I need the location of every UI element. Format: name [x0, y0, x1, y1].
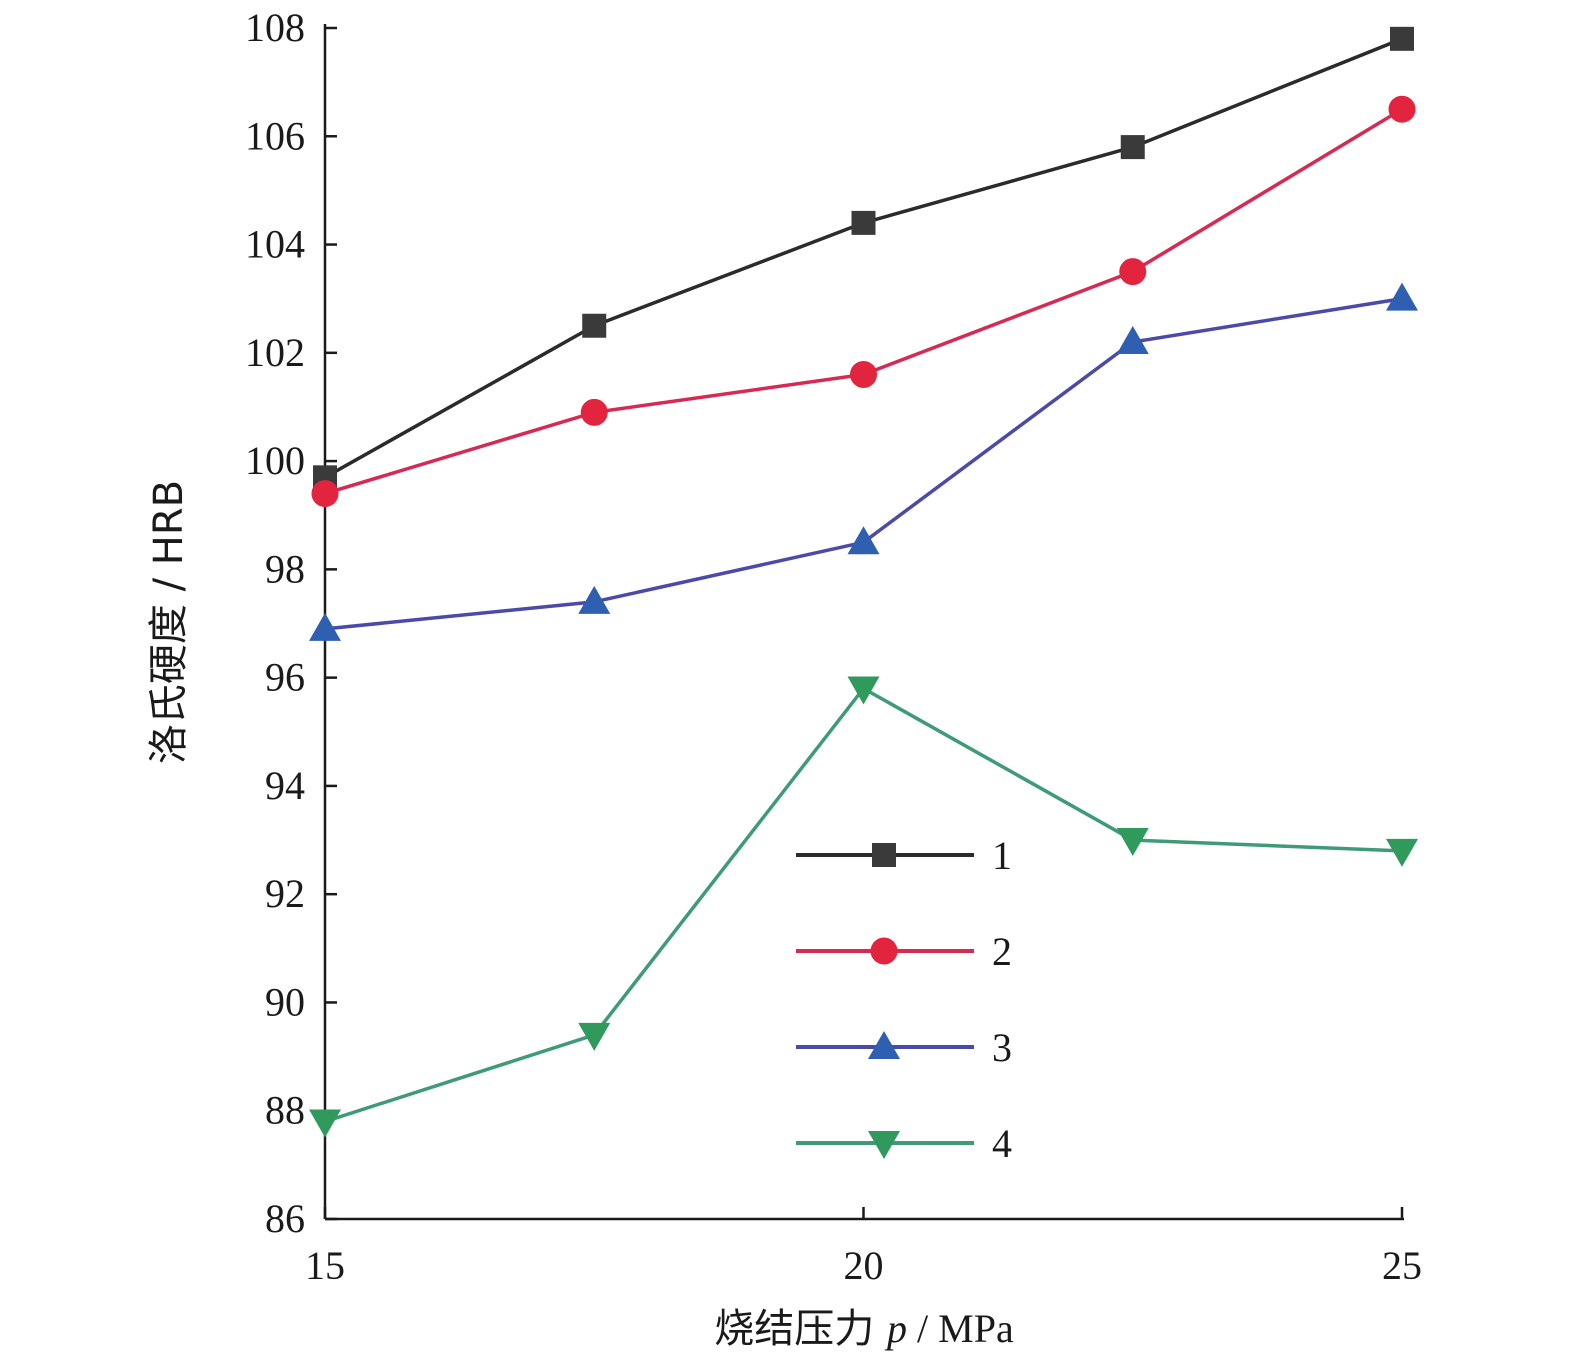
- series-4-point: [1116, 828, 1149, 857]
- series-2: [311, 95, 1416, 508]
- series-4-point: [309, 1109, 341, 1138]
- y-tick-label: 100: [245, 438, 305, 483]
- legend: 1 2 3 4: [796, 833, 1012, 1166]
- series-4-line: [324, 686, 1403, 1124]
- series-3-point: [847, 526, 880, 555]
- y-tick-label: 98: [265, 546, 305, 591]
- series-1: [313, 26, 1414, 490]
- series-layer: [309, 26, 1418, 1138]
- y-tick-label: 88: [265, 1088, 305, 1133]
- x-axis-title-variable: p: [884, 1306, 907, 1351]
- legend-swatch-marker: [868, 1031, 900, 1059]
- y-axis-title: 洛氏硬度 / HRB: [146, 480, 192, 764]
- legend-label: 2: [992, 929, 1012, 974]
- y-tick-label: 96: [265, 655, 305, 700]
- y-tick-label: 108: [245, 5, 305, 50]
- series-4-point: [1386, 838, 1418, 867]
- series-1-point: [1120, 135, 1145, 160]
- axes: 86 88 90 92 94 96 98 100 102 104 106 108 15 20 25: [245, 5, 1422, 1288]
- series-3-point: [1386, 282, 1418, 311]
- legend-item-2: 2: [796, 929, 1012, 974]
- y-tick-label: 106: [245, 113, 305, 158]
- series-3-line: [324, 296, 1403, 631]
- legend-label: 3: [992, 1025, 1012, 1070]
- series-2-line: [324, 107, 1403, 496]
- y-tick-label: 104: [245, 222, 305, 267]
- series-4-point: [847, 676, 880, 705]
- y-tick-label: 94: [265, 763, 305, 808]
- x-axis-title: 烧结压力 p / MPa: [714, 1306, 1014, 1352]
- series-4-point: [578, 1022, 611, 1051]
- x-tick-label: 25: [1382, 1243, 1422, 1288]
- legend-item-3: 3: [796, 1025, 1012, 1070]
- y-tick-label: 86: [265, 1196, 305, 1241]
- legend-swatch-marker: [868, 1131, 900, 1159]
- x-axis-title-prefix: 烧结压力: [714, 1306, 887, 1352]
- legend-label: 1: [992, 833, 1012, 878]
- series-2-point: [1119, 258, 1147, 286]
- legend-swatch-marker: [870, 937, 898, 965]
- legend-item-1: 1: [796, 833, 1012, 878]
- series-1-point: [582, 313, 607, 338]
- legend-label: 4: [992, 1121, 1012, 1166]
- y-tick-label: 102: [245, 330, 305, 375]
- legend-swatch-marker: [872, 843, 896, 867]
- legend-item-4: 4: [796, 1121, 1012, 1166]
- series-2-point: [1388, 95, 1416, 123]
- series-3-point: [309, 612, 341, 641]
- y-tick-label: 92: [265, 871, 305, 916]
- series-2-point: [311, 480, 339, 508]
- x-tick-label: 20: [844, 1243, 884, 1288]
- series-3-point: [1116, 325, 1149, 354]
- series-1-point: [851, 210, 876, 235]
- series-2-point: [580, 398, 608, 426]
- x-axis-title-unit: / MPa: [907, 1306, 1014, 1351]
- x-tick-label: 15: [305, 1243, 345, 1288]
- series-1-point: [1390, 26, 1414, 51]
- y-tick-label: 90: [265, 979, 305, 1024]
- series-1-line: [324, 37, 1403, 479]
- series-3-point: [578, 585, 611, 614]
- series-2-point: [850, 360, 877, 388]
- series-4: [309, 676, 1418, 1138]
- series-3: [309, 282, 1418, 641]
